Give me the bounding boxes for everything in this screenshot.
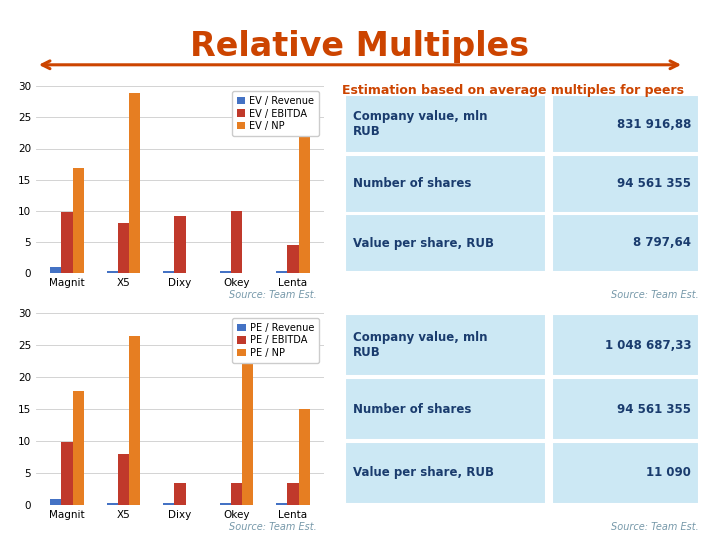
- Text: Source: Team Est.: Source: Team Est.: [229, 522, 317, 532]
- Bar: [242, 318, 253, 505]
- Bar: [287, 245, 299, 273]
- Text: 94 561 355: 94 561 355: [617, 177, 691, 190]
- Text: Source: Team Est.: Source: Team Est.: [611, 522, 698, 532]
- Bar: [345, 95, 546, 153]
- Bar: [220, 503, 231, 505]
- Bar: [107, 503, 118, 505]
- Text: Value per share, RUB: Value per share, RUB: [353, 467, 494, 480]
- Bar: [231, 483, 242, 505]
- Text: 11 090: 11 090: [647, 467, 691, 480]
- Bar: [345, 214, 546, 272]
- Bar: [276, 503, 287, 505]
- Bar: [345, 314, 546, 376]
- Text: Relative Multiples: Relative Multiples: [190, 30, 530, 63]
- Bar: [345, 378, 546, 440]
- Text: 94 561 355: 94 561 355: [617, 402, 691, 416]
- Bar: [61, 442, 73, 505]
- Bar: [129, 335, 140, 505]
- Bar: [231, 211, 242, 273]
- Bar: [50, 499, 61, 505]
- Bar: [299, 409, 310, 505]
- Bar: [345, 442, 546, 504]
- Legend: EV / Revenue, EV / EBITDA, EV / NP: EV / Revenue, EV / EBITDA, EV / NP: [232, 91, 319, 136]
- Bar: [73, 391, 84, 505]
- Bar: [552, 314, 699, 376]
- Text: Source: Team Est.: Source: Team Est.: [229, 290, 317, 300]
- Bar: [174, 215, 186, 273]
- Bar: [118, 454, 129, 505]
- Bar: [276, 271, 287, 273]
- Bar: [163, 271, 174, 273]
- Bar: [552, 95, 699, 153]
- Text: Number of shares: Number of shares: [353, 402, 471, 416]
- Text: Source: Team Est.: Source: Team Est.: [611, 290, 698, 300]
- Text: Number of shares: Number of shares: [353, 177, 471, 190]
- Bar: [552, 154, 699, 213]
- Bar: [299, 137, 310, 273]
- Text: Company value, mln
RUB: Company value, mln RUB: [353, 331, 487, 359]
- Bar: [129, 93, 140, 273]
- Bar: [552, 442, 699, 504]
- Bar: [287, 483, 299, 505]
- Bar: [174, 483, 186, 505]
- Text: 1 048 687,33: 1 048 687,33: [605, 339, 691, 352]
- Bar: [345, 154, 546, 213]
- Bar: [107, 271, 118, 273]
- Text: Estimation based on average multiples for peers: Estimation based on average multiples fo…: [342, 84, 684, 97]
- Bar: [73, 168, 84, 273]
- Legend: PE / Revenue, PE / EBITDA, PE / NP: PE / Revenue, PE / EBITDA, PE / NP: [233, 318, 319, 363]
- Text: Company value, mln
RUB: Company value, mln RUB: [353, 110, 487, 138]
- Bar: [118, 223, 129, 273]
- Text: Value per share, RUB: Value per share, RUB: [353, 237, 494, 249]
- Bar: [552, 378, 699, 440]
- Bar: [163, 503, 174, 505]
- Bar: [50, 267, 61, 273]
- Bar: [220, 271, 231, 273]
- Bar: [61, 212, 73, 273]
- Text: 831 916,88: 831 916,88: [617, 118, 691, 131]
- Text: 8 797,64: 8 797,64: [633, 237, 691, 249]
- Bar: [552, 214, 699, 272]
